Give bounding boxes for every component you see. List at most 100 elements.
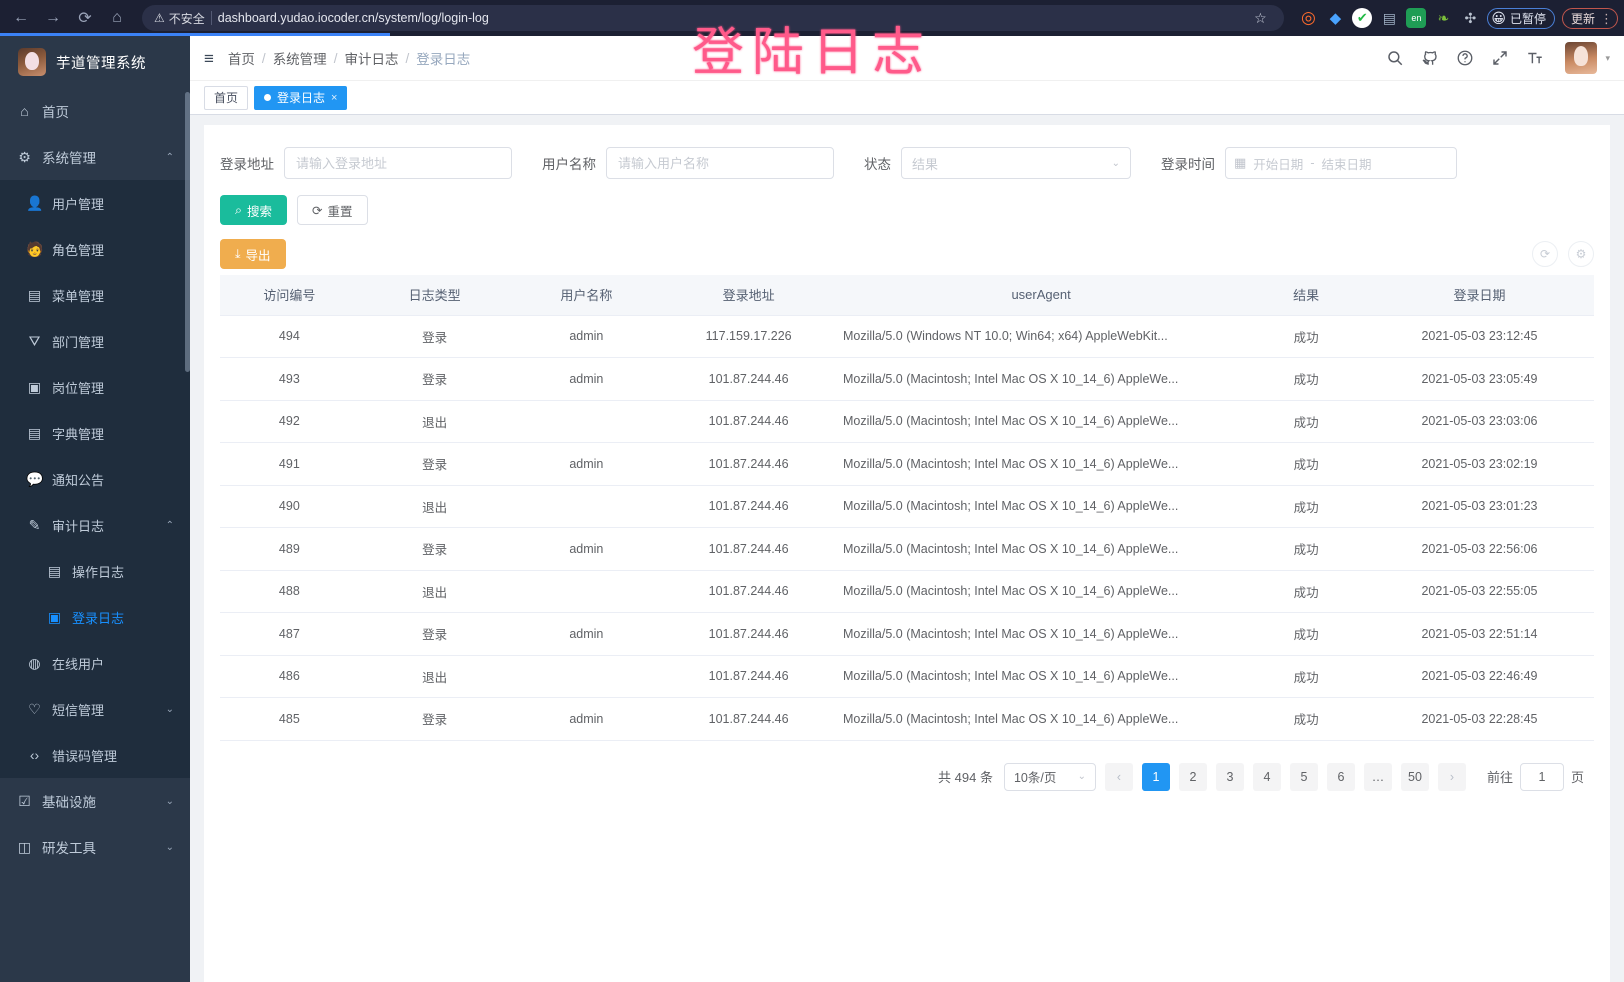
- forward-button[interactable]: →: [45, 9, 61, 26]
- close-icon[interactable]: ×: [331, 91, 338, 104]
- column-header-date[interactable]: 登录日期: [1364, 275, 1594, 316]
- breadcrumb-item-system[interactable]: 系统管理: [272, 52, 327, 67]
- pagination-page-4[interactable]: 4: [1252, 762, 1281, 791]
- sidebar-item-audit-log[interactable]: ✎ 审计日志 ⌃: [0, 502, 190, 548]
- leaf-extension-icon[interactable]: ❧: [1437, 9, 1450, 26]
- sidebar-item-login-log[interactable]: ▣ 登录日志: [0, 594, 190, 640]
- login-address-input[interactable]: [284, 147, 512, 179]
- table-row[interactable]: 488 退出 101.87.244.46 Mozilla/5.0 (Macint…: [220, 570, 1594, 613]
- jump-page-input[interactable]: [1519, 762, 1564, 791]
- pagination-page-last[interactable]: 50: [1400, 762, 1429, 791]
- table-row[interactable]: 487 登录 admin 101.87.244.46 Mozilla/5.0 (…: [220, 612, 1594, 656]
- table-row[interactable]: 486 退出 101.87.244.46 Mozilla/5.0 (Macint…: [220, 655, 1594, 698]
- table-row[interactable]: 493 登录 admin 101.87.244.46 Mozilla/5.0 (…: [220, 357, 1594, 401]
- pagination-page-5[interactable]: 5: [1289, 762, 1318, 791]
- puzzle-extension-icon[interactable]: ✣: [1464, 9, 1477, 26]
- sidebar-item-notice[interactable]: 💬 通知公告: [0, 456, 190, 502]
- cell-ip: 101.87.244.46: [662, 357, 835, 401]
- back-button[interactable]: ←: [13, 9, 29, 26]
- sidebar-item-home[interactable]: ⌂ 首页: [0, 88, 190, 134]
- sidebar-item-dictionary-management[interactable]: ▤ 字典管理: [0, 410, 190, 456]
- table-row[interactable]: 490 退出 101.87.244.46 Mozilla/5.0 (Macint…: [220, 485, 1594, 528]
- pagination-page-6[interactable]: 6: [1326, 762, 1355, 791]
- sidebar-item-error-code-management[interactable]: ‹› 错误码管理: [0, 732, 190, 778]
- username-label: 用户名称: [542, 157, 596, 172]
- user-menu[interactable]: ▾: [1565, 42, 1610, 74]
- help-icon[interactable]: [1456, 49, 1474, 67]
- cell-useragent: Mozilla/5.0 (Macintosh; Intel Mac OS X 1…: [834, 400, 1248, 443]
- breadcrumb-item-home[interactable]: 首页: [227, 52, 255, 67]
- hamburger-icon[interactable]: ≡: [204, 48, 214, 68]
- search-button[interactable]: ⌕ 搜索: [220, 195, 288, 225]
- status-select[interactable]: 结果 ⌄: [901, 147, 1131, 179]
- sidebar-item-menu-management[interactable]: ▤ 菜单管理: [0, 272, 190, 318]
- github-icon[interactable]: [1421, 49, 1439, 67]
- column-header-user[interactable]: 用户名称: [510, 275, 663, 316]
- cell-user: [510, 655, 663, 698]
- translate-extension-icon[interactable]: en: [1406, 8, 1427, 28]
- pagination-page-3[interactable]: 3: [1215, 762, 1244, 791]
- sidebar-item-department-management[interactable]: ⛛ 部门管理: [0, 318, 190, 364]
- start-date-input[interactable]: 开始日期: [1253, 157, 1304, 172]
- sidebar-item-infrastructure[interactable]: ☑ 基础设施 ⌄: [0, 778, 190, 824]
- sidebar-item-post-management[interactable]: ▣ 岗位管理: [0, 364, 190, 410]
- column-header-result[interactable]: 结果: [1247, 275, 1365, 316]
- green-check-extension-icon[interactable]: ✔: [1352, 8, 1373, 28]
- paused-status-badge[interactable]: 😀 已暂停: [1487, 7, 1555, 29]
- sidebar-item-system-management[interactable]: ⚙ 系统管理 ⌃: [0, 134, 190, 180]
- reset-button[interactable]: ⟳ 重置: [297, 195, 368, 225]
- blue-diamond-extension-icon[interactable]: ◆: [1329, 10, 1342, 27]
- pagination-next-button[interactable]: ›: [1437, 762, 1466, 791]
- sidebar-item-user-management[interactable]: 👤 用户管理: [0, 180, 190, 226]
- column-header-type[interactable]: 日志类型: [358, 275, 511, 316]
- table-row[interactable]: 492 退出 101.87.244.46 Mozilla/5.0 (Macint…: [220, 400, 1594, 443]
- sidebar-item-label: 部门管理: [52, 334, 105, 350]
- home-button[interactable]: ⌂: [112, 9, 122, 26]
- sidebar-item-operation-log[interactable]: ▤ 操作日志: [0, 548, 190, 594]
- font-size-icon[interactable]: [1526, 49, 1544, 67]
- sidebar-item-role-management[interactable]: 🧑 角色管理: [0, 226, 190, 272]
- blue-badge-extension-icon[interactable]: ▤: [1382, 9, 1396, 26]
- sidebar-scrollbar-thumb[interactable]: [185, 92, 190, 372]
- tab-home[interactable]: 首页: [204, 85, 249, 110]
- export-button[interactable]: ⤓ 导出: [220, 239, 286, 269]
- sidebar-item-sms-management[interactable]: ♡ 短信管理 ⌄: [0, 686, 190, 732]
- sidebar-item-dev-tools[interactable]: ◫ 研发工具 ⌄: [0, 824, 190, 870]
- security-indicator[interactable]: ⚠ 不安全: [154, 10, 205, 27]
- page-size-select[interactable]: 10条/页 ⌄: [1003, 762, 1096, 791]
- username-input[interactable]: [606, 147, 834, 179]
- avatar[interactable]: [1565, 42, 1598, 74]
- search-icon[interactable]: [1386, 49, 1404, 67]
- column-settings-round-icon[interactable]: ⚙: [1568, 241, 1594, 267]
- tab-login-log[interactable]: 登录日志 ×: [254, 85, 348, 110]
- sidebar-scrollbar[interactable]: [185, 36, 190, 982]
- pagination-prev-button[interactable]: ‹: [1104, 762, 1133, 791]
- update-badge[interactable]: 更新 ⋮: [1561, 7, 1618, 29]
- table-row[interactable]: 485 登录 admin 101.87.244.46 Mozilla/5.0 (…: [220, 697, 1594, 741]
- browser-menu-icon[interactable]: ⋮: [1600, 10, 1613, 26]
- sidebar-logo[interactable]: 芋道管理系统: [0, 36, 190, 88]
- column-header-id[interactable]: 访问编号: [220, 275, 359, 316]
- pagination-ellipsis[interactable]: …: [1363, 762, 1392, 791]
- chevron-down-icon[interactable]: ▾: [1605, 52, 1610, 63]
- pagination-page-2[interactable]: 2: [1178, 762, 1207, 791]
- post-icon: ▣: [27, 378, 42, 395]
- refresh-round-icon[interactable]: ⟳: [1532, 241, 1558, 267]
- sidebar-item-label: 角色管理: [52, 242, 105, 258]
- breadcrumb-item-audit[interactable]: 审计日志: [344, 52, 399, 67]
- table-row[interactable]: 494 登录 admin 117.159.17.226 Mozilla/5.0 …: [220, 315, 1594, 358]
- orange-ring-extension-icon[interactable]: ◎: [1300, 8, 1316, 27]
- address-bar[interactable]: ⚠ 不安全 dashboard.yudao.iocoder.cn/system/…: [142, 5, 1285, 31]
- column-header-useragent[interactable]: userAgent: [834, 275, 1248, 316]
- reload-button[interactable]: ⟳: [78, 10, 92, 27]
- end-date-input[interactable]: 结束日期: [1321, 157, 1372, 172]
- table-row[interactable]: 489 登录 admin 101.87.244.46 Mozilla/5.0 (…: [220, 527, 1594, 571]
- pagination-page-1[interactable]: 1: [1141, 762, 1170, 791]
- fullscreen-icon[interactable]: [1491, 49, 1509, 67]
- sidebar-item-online-users[interactable]: ◍ 在线用户: [0, 640, 190, 686]
- login-time-range-picker[interactable]: ▦ 开始日期 - 结束日期: [1225, 147, 1457, 179]
- cell-type: 登录: [358, 315, 511, 358]
- bookmark-star-icon[interactable]: ☆: [1254, 9, 1267, 26]
- table-row[interactable]: 491 登录 admin 101.87.244.46 Mozilla/5.0 (…: [220, 442, 1594, 486]
- column-header-ip[interactable]: 登录地址: [662, 275, 835, 316]
